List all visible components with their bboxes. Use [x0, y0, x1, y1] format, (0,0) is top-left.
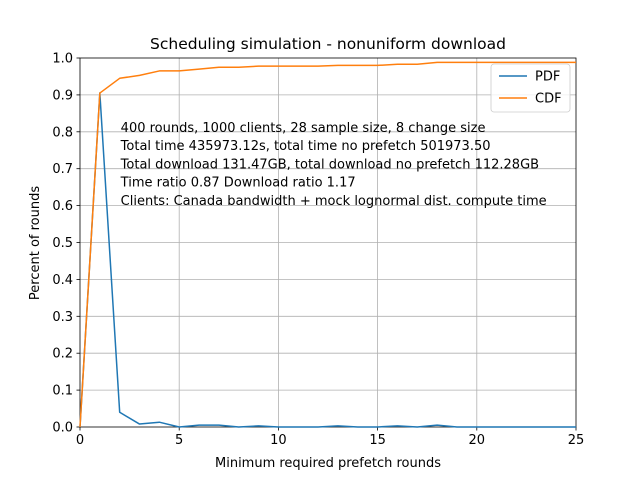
data-point-cdf [178, 70, 180, 72]
annotation-line: Total download 131.47GB, total download … [120, 157, 539, 172]
y-tick-label: 0.4 [52, 273, 73, 288]
annotation-line: Total time 435973.12s, total time no pre… [120, 139, 491, 154]
data-point-cdf [138, 74, 140, 76]
x-axis-label: Minimum required prefetch rounds [215, 456, 441, 471]
data-point-cdf [456, 61, 458, 63]
data-point-cdf [396, 63, 398, 65]
data-point-pdf [416, 426, 418, 428]
y-tick-label: 0.7 [52, 162, 73, 177]
y-tick-label: 0.8 [52, 125, 73, 140]
data-point-pdf [337, 425, 339, 427]
annotation-line: Time ratio 0.87 Download ratio 1.17 [120, 176, 356, 191]
data-point-cdf [495, 61, 497, 63]
data-point-cdf [118, 77, 120, 79]
data-point-pdf [476, 426, 478, 428]
y-tick-label: 0.6 [52, 199, 73, 214]
data-point-pdf [515, 426, 517, 428]
x-tick-label: 15 [369, 433, 386, 448]
y-tick-label: 0.1 [52, 384, 73, 399]
y-tick-label: 0.0 [52, 421, 73, 436]
legend: PDF CDF [490, 63, 571, 113]
data-point-pdf [118, 411, 120, 413]
data-point-cdf [416, 63, 418, 65]
x-tick-label: 25 [568, 433, 585, 448]
data-point-cdf [238, 66, 240, 68]
data-point-cdf [555, 61, 557, 63]
data-point-pdf [396, 425, 398, 427]
data-point-pdf [376, 426, 378, 428]
data-point-pdf [277, 426, 279, 428]
data-point-pdf [158, 421, 160, 423]
data-point-cdf [337, 64, 339, 66]
x-tick-label: 10 [270, 433, 287, 448]
data-point-pdf [456, 426, 458, 428]
data-point-cdf [218, 66, 220, 68]
annotation-line: Clients: Canada bandwidth + mock lognorm… [121, 194, 547, 209]
series-line-pdf [79, 92, 576, 428]
data-point-pdf [218, 424, 220, 426]
data-point-pdf [317, 426, 319, 428]
x-tick-label: 0 [76, 433, 84, 448]
y-tick-label: 0.3 [52, 310, 73, 325]
data-point-cdf [376, 64, 378, 66]
y-tick-label: 0.2 [52, 347, 73, 362]
data-point-pdf [357, 426, 359, 428]
data-point-pdf [198, 424, 200, 426]
data-point-pdf [257, 425, 259, 427]
data-point-pdf [575, 426, 577, 428]
data-point-cdf [277, 65, 279, 67]
data-point-pdf [138, 423, 140, 425]
legend-label-cdf: CDF [535, 92, 562, 107]
data-point-cdf [535, 61, 537, 63]
data-point-pdf [535, 426, 537, 428]
data-point-cdf [357, 64, 359, 66]
data-point-cdf [79, 426, 81, 428]
data-point-cdf [575, 61, 577, 63]
plot-lines [79, 61, 577, 428]
data-point-cdf [297, 65, 299, 67]
data-point-pdf [555, 426, 557, 428]
data-point-pdf [436, 424, 438, 426]
grid-lines [80, 58, 576, 427]
legend-label-pdf: PDF [535, 70, 560, 85]
y-tick-label: 1.0 [52, 52, 73, 67]
data-point-cdf [515, 61, 517, 63]
data-point-cdf [317, 65, 319, 67]
data-point-pdf [495, 426, 497, 428]
data-point-pdf [297, 426, 299, 428]
annotation-line: 400 rounds, 1000 clients, 28 sample size… [121, 121, 486, 136]
series-line-cdf [79, 61, 576, 428]
data-point-cdf [99, 92, 101, 94]
y-tick-label: 0.5 [52, 236, 73, 251]
data-point-cdf [198, 68, 200, 70]
data-point-pdf [238, 426, 240, 428]
y-tick-label: 0.9 [52, 88, 73, 103]
data-point-cdf [158, 70, 160, 72]
chart-title: Scheduling simulation - nonuniform downl… [150, 35, 506, 53]
y-axis-label: Percent of rounds [28, 186, 43, 300]
data-point-cdf [436, 61, 438, 63]
data-point-cdf [476, 61, 478, 63]
data-point-pdf [178, 426, 180, 428]
x-tick-label: 20 [469, 433, 486, 448]
x-tick-label: 5 [175, 433, 183, 448]
stats-annotation: 400 rounds, 1000 clients, 28 sample size… [120, 121, 547, 209]
data-point-cdf [257, 65, 259, 67]
